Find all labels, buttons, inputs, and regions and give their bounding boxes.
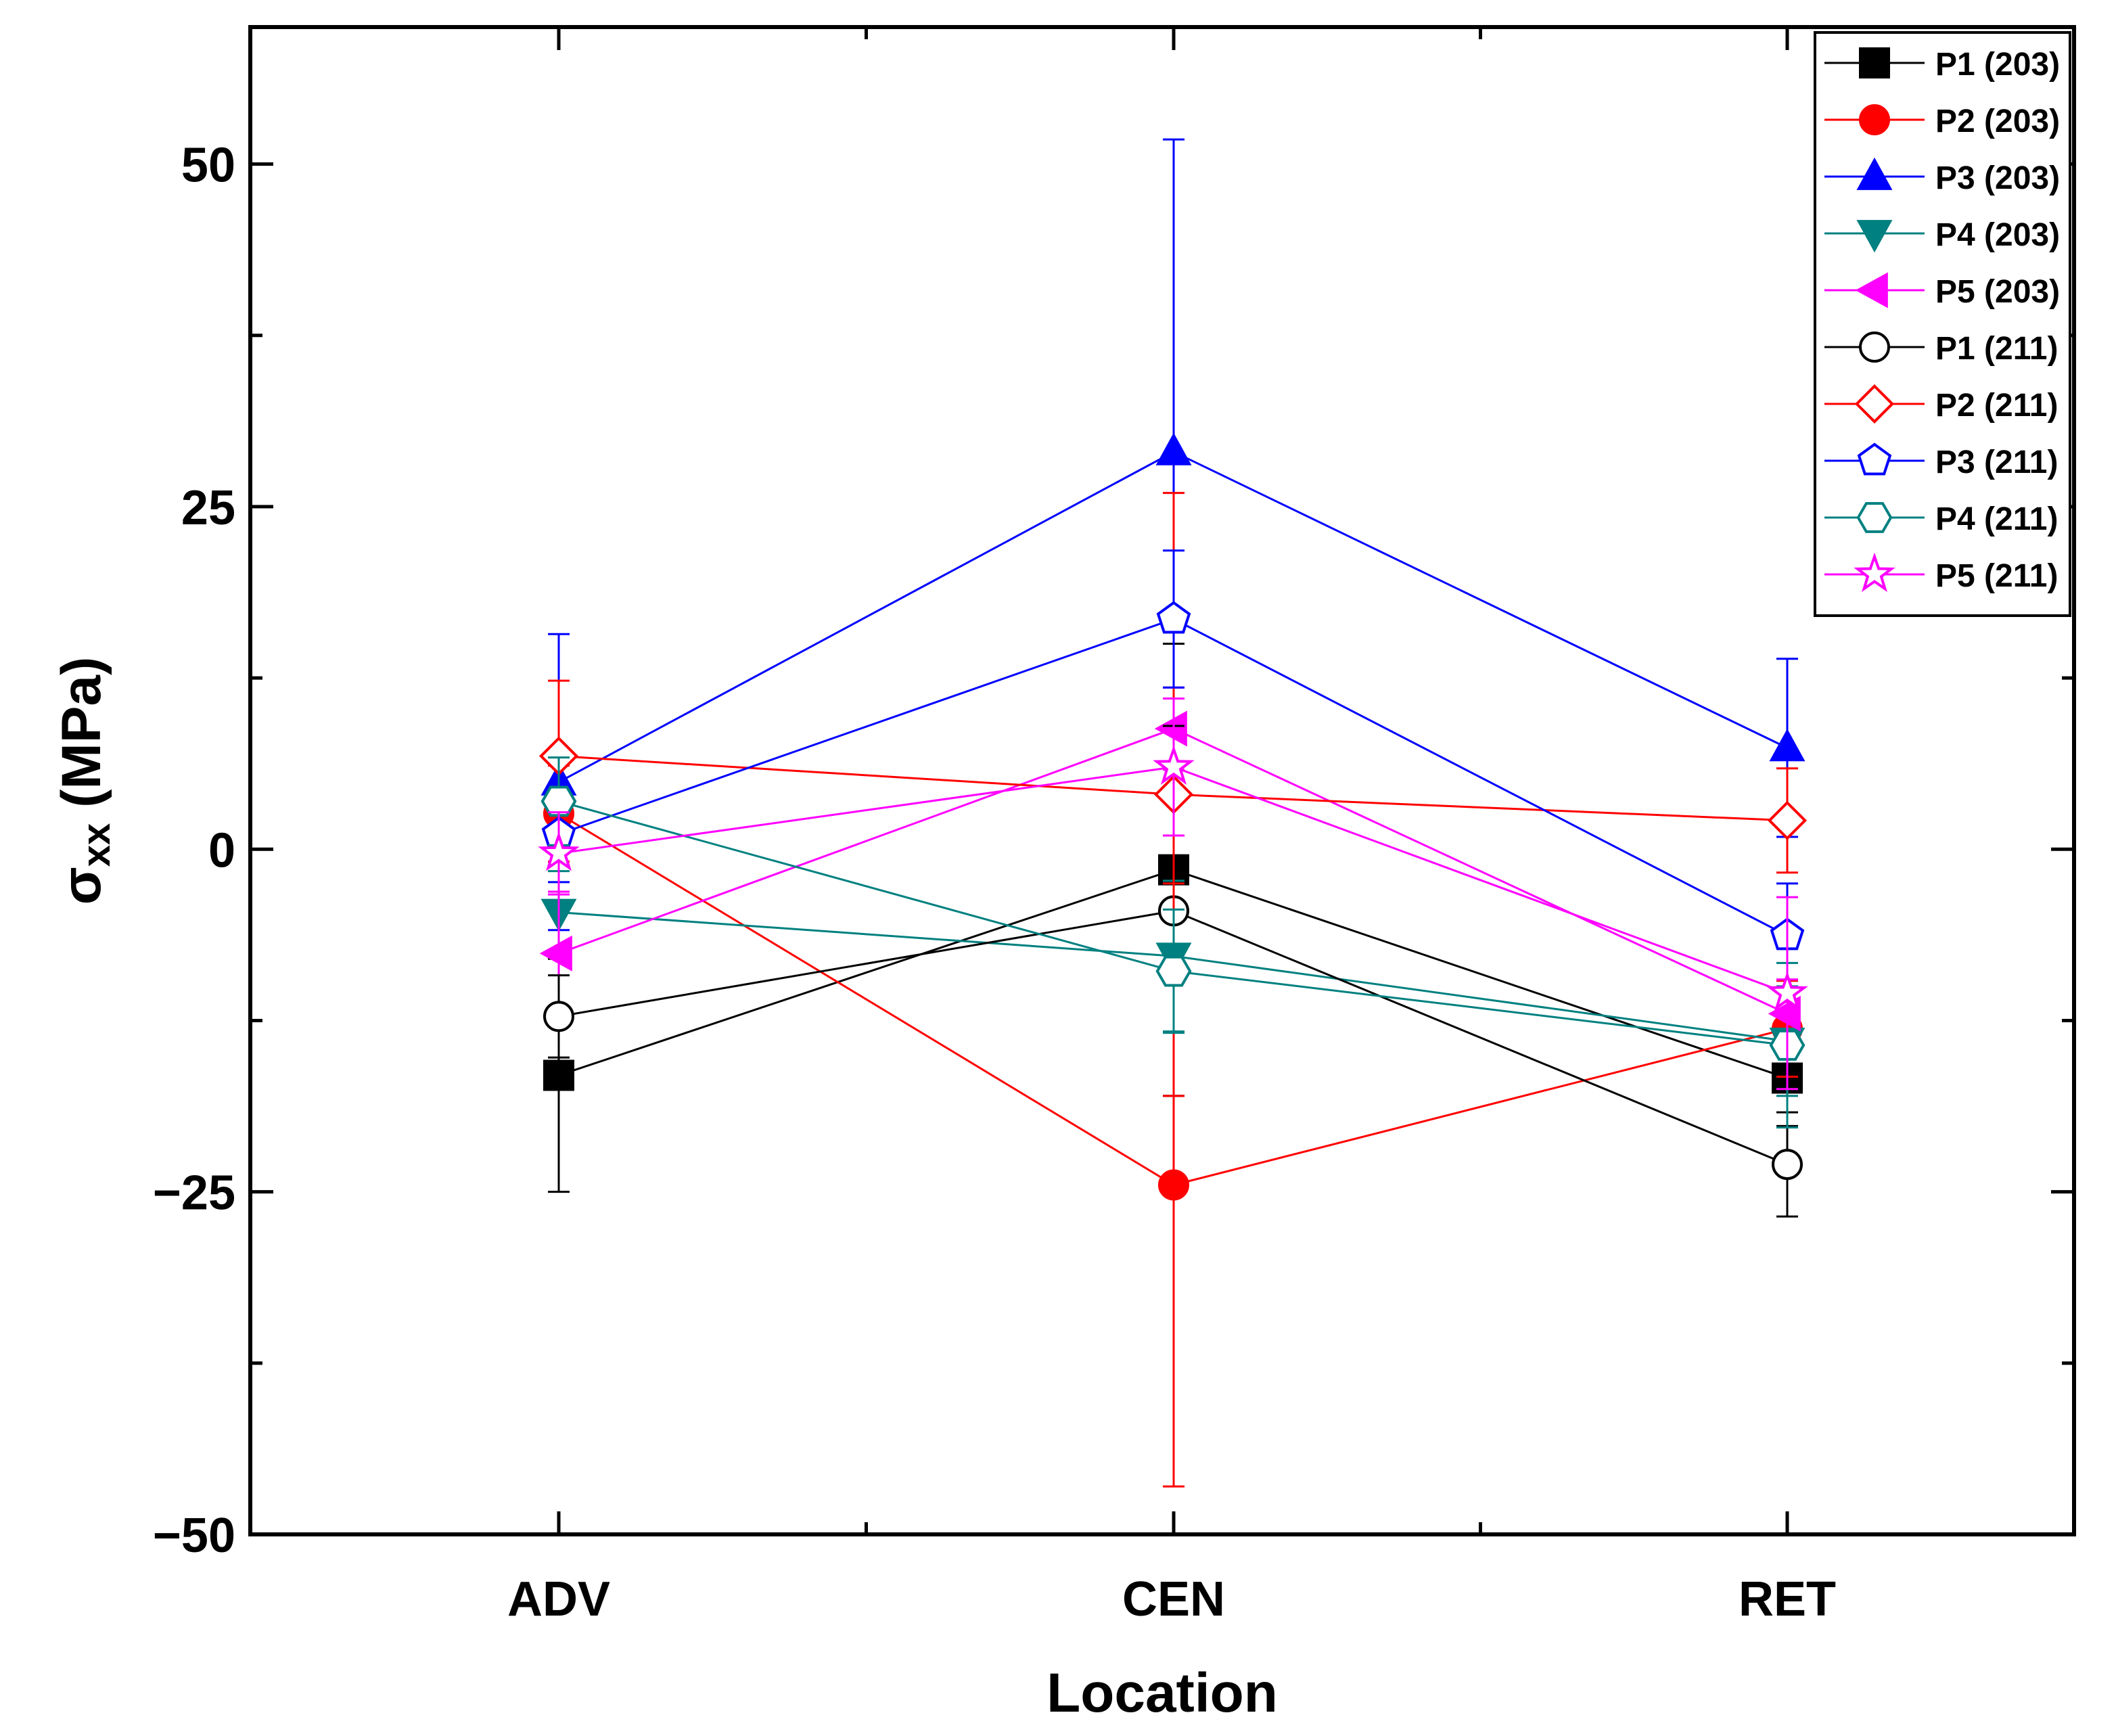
legend-marker xyxy=(1859,332,1890,363)
data-point xyxy=(1767,800,1808,840)
legend-marker xyxy=(1856,157,1893,190)
legend-marker xyxy=(1854,384,1895,424)
marker xyxy=(1153,745,1195,785)
y-axis-subscript: xx xyxy=(74,823,118,867)
x-tick-label: CEN xyxy=(1122,1572,1225,1626)
marker xyxy=(1856,157,1893,190)
legend-entry: P4 (211) xyxy=(1824,501,2058,537)
marker xyxy=(1856,220,1893,253)
marker xyxy=(540,785,577,817)
marker xyxy=(1857,442,1892,476)
marker xyxy=(1154,710,1187,747)
legend-marker xyxy=(1856,502,1893,533)
data-point xyxy=(1768,995,1801,1032)
y-tick-label: −50 xyxy=(153,1509,235,1563)
legend-marker xyxy=(1859,104,1890,135)
data-point xyxy=(538,831,580,871)
data-point xyxy=(1766,971,1808,1011)
legend-entry: P2 (211) xyxy=(1824,384,2058,424)
legend-marker xyxy=(1856,220,1893,253)
marker xyxy=(1767,800,1808,840)
marker xyxy=(1854,384,1895,424)
legend-label: P3 (211) xyxy=(1935,444,2058,480)
legend-entry: P3 (203) xyxy=(1824,157,2060,196)
legend-marker xyxy=(1857,442,1892,476)
marker xyxy=(1768,995,1801,1032)
marker xyxy=(543,1059,574,1091)
marker xyxy=(1766,971,1808,1011)
svg-text:σxx (MPa): σxx (MPa) xyxy=(51,657,118,905)
legend-label: P2 (211) xyxy=(1935,388,2058,424)
data-point xyxy=(1155,955,1192,987)
data-point xyxy=(1156,601,1191,634)
y-tick-label: −25 xyxy=(153,1166,235,1220)
legend-label: P4 (203) xyxy=(1935,217,2060,253)
data-point xyxy=(543,1059,574,1091)
legend-entry: P5 (211) xyxy=(1824,552,2058,594)
axes-layer: −50 −25 0 25 50 ADV CEN RET xyxy=(153,25,2076,1626)
y-axis-symbol: σ xyxy=(51,867,112,905)
series-p5-211- xyxy=(538,697,1808,1091)
marker xyxy=(538,831,580,871)
data-point xyxy=(1155,432,1192,465)
marker xyxy=(1769,729,1806,762)
marker xyxy=(1856,502,1893,533)
x-axis-title: Location xyxy=(1046,1662,1278,1724)
legend-entry: P1 (211) xyxy=(1824,331,2058,367)
legend-label: P5 (203) xyxy=(1935,274,2060,310)
marker xyxy=(1158,1169,1189,1201)
legend-entry: P3 (211) xyxy=(1824,442,2058,480)
y-axis-unit: (MPa) xyxy=(51,657,112,823)
legend-entry: P4 (203) xyxy=(1824,217,2060,253)
marker xyxy=(1859,332,1890,363)
legend-entry: P2 (203) xyxy=(1824,104,2060,139)
data-point xyxy=(1769,729,1806,762)
legend-label: P3 (203) xyxy=(1935,160,2060,196)
marker xyxy=(1156,601,1191,634)
x-tick-label: RET xyxy=(1739,1572,1836,1626)
legend-entry: P5 (203) xyxy=(1824,272,2060,310)
y-axis-title: σxx (MPa) xyxy=(51,657,118,905)
marker xyxy=(543,1001,574,1032)
marker xyxy=(1772,1149,1803,1181)
legend: P1 (203) P2 (203) P3 (203) P4 (203) P5 (203)… xyxy=(1814,31,2071,617)
legend-marker xyxy=(1854,552,1895,593)
marker xyxy=(1854,552,1895,593)
data-point xyxy=(1158,1169,1189,1201)
data-point xyxy=(540,785,577,817)
y-tick-label: 0 xyxy=(208,823,235,877)
y-tick-label: 50 xyxy=(181,139,235,193)
legend-marker xyxy=(1859,47,1890,78)
legend-label: P1 (211) xyxy=(1935,331,2058,367)
data-point xyxy=(1153,745,1195,785)
data-point xyxy=(1154,710,1187,747)
marker xyxy=(539,935,572,972)
series-layer xyxy=(538,138,1808,1488)
legend-label: P4 (211) xyxy=(1935,501,2058,537)
legend-label: P5 (211) xyxy=(1935,558,2058,594)
marker xyxy=(1859,104,1890,135)
marker xyxy=(1155,432,1192,465)
y-tick-label: 25 xyxy=(181,481,235,535)
data-point xyxy=(543,1001,574,1032)
legend-label: P2 (203) xyxy=(1935,104,2060,139)
data-point xyxy=(1772,1149,1803,1181)
data-point xyxy=(539,935,572,972)
marker xyxy=(1155,955,1192,987)
marker xyxy=(1859,47,1890,78)
x-tick-label: ADV xyxy=(507,1572,610,1626)
legend-label: P1 (203) xyxy=(1935,47,2060,83)
legend-entry: P1 (203) xyxy=(1824,47,2060,83)
legend-marker xyxy=(1855,272,1888,309)
plot-frame xyxy=(248,25,2076,1536)
marker xyxy=(1855,272,1888,309)
